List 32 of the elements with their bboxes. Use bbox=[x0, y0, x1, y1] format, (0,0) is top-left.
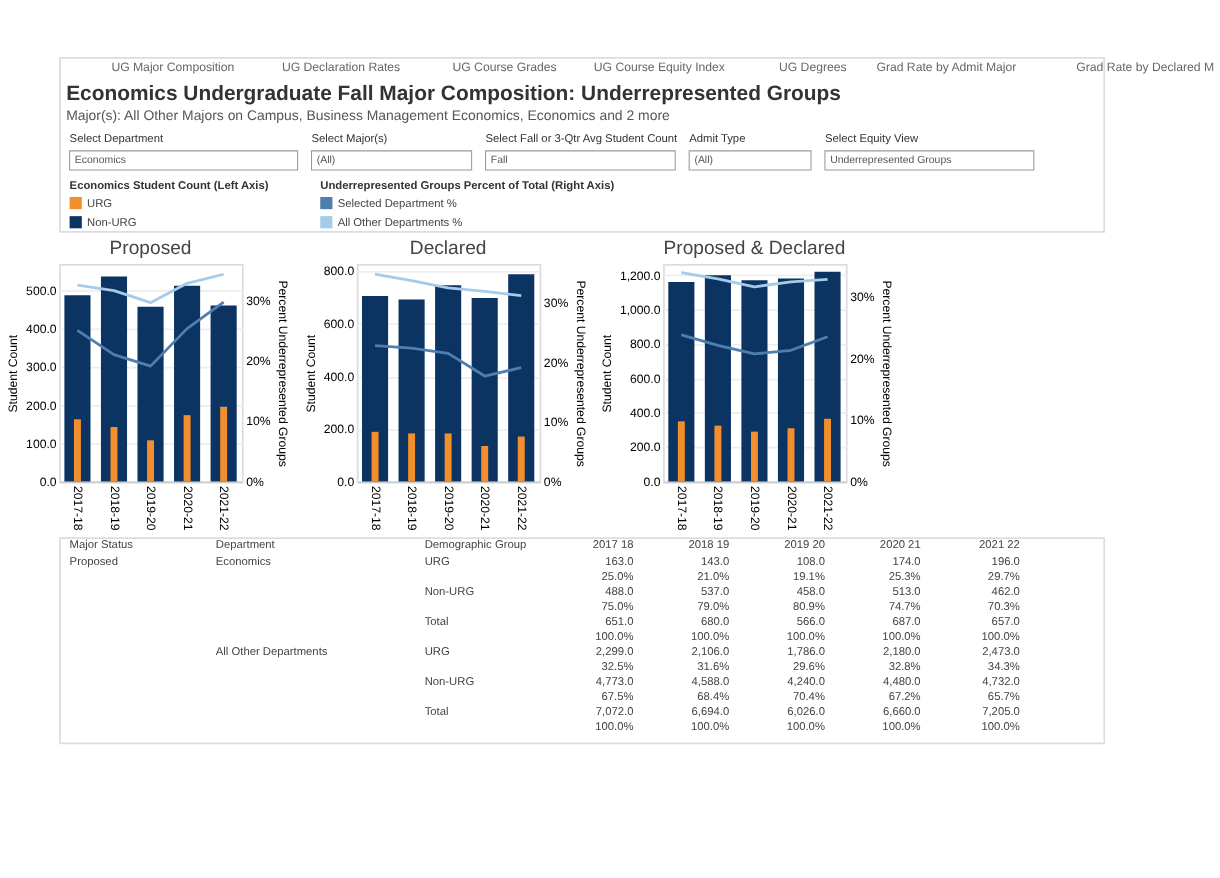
bar bbox=[714, 425, 722, 482]
line-series bbox=[679, 271, 829, 289]
bar bbox=[508, 274, 535, 482]
bar bbox=[824, 418, 832, 482]
chart-title: Proposed & Declared bbox=[663, 237, 846, 260]
bar bbox=[517, 436, 525, 482]
bar bbox=[362, 296, 389, 482]
bar bbox=[444, 433, 452, 482]
text: Economics Undergraduate Fall Major Composition: Underrepresented Groups bbox=[66, 84, 842, 107]
bar bbox=[147, 440, 155, 482]
bar bbox=[137, 306, 164, 482]
bar bbox=[220, 406, 228, 482]
bar bbox=[64, 295, 91, 482]
bar bbox=[750, 431, 758, 482]
bar bbox=[73, 419, 81, 482]
line-series bbox=[373, 272, 523, 297]
chart-title: Proposed bbox=[109, 237, 192, 260]
bar bbox=[371, 431, 379, 482]
line-series bbox=[76, 272, 226, 305]
line-series bbox=[76, 300, 226, 368]
bar bbox=[471, 297, 498, 482]
chart-title: Declared bbox=[409, 237, 487, 260]
bar bbox=[668, 282, 695, 482]
bar bbox=[408, 433, 416, 482]
bar bbox=[677, 421, 685, 482]
line-series bbox=[679, 333, 829, 356]
line-series bbox=[373, 344, 523, 378]
bar bbox=[183, 415, 191, 482]
bar bbox=[814, 271, 841, 482]
bar bbox=[481, 446, 489, 482]
bar bbox=[398, 299, 425, 482]
bar bbox=[741, 280, 768, 482]
